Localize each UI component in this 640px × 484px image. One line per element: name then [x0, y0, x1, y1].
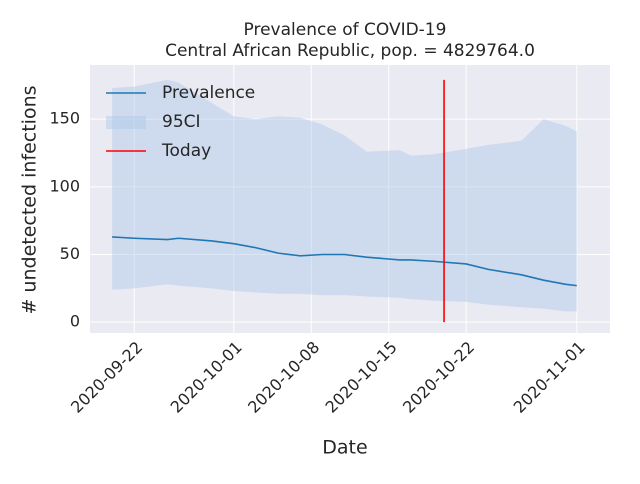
plot-area [90, 65, 610, 333]
y-tick-label: 0 [70, 312, 80, 331]
legend-label: Today [161, 141, 211, 161]
x-tick-label: 2020-11-01 [510, 338, 589, 417]
legend-swatch [106, 116, 146, 129]
x-axis-label: Date [322, 437, 367, 459]
line [112, 236, 577, 287]
legend-label: Prevalence [162, 83, 255, 103]
chart-subtitle: Central African Republic, pop. = 4829764… [165, 41, 535, 61]
y-axis-label: # undetected infections [19, 85, 41, 314]
y-tick-label: 150 [49, 109, 80, 128]
x-tick-label: 2020-10-22 [399, 338, 478, 417]
ci-band [112, 79, 577, 312]
y-tick-label: 100 [49, 176, 80, 195]
x-tick-label: 2020-10-15 [322, 338, 401, 417]
y-tick-label: 50 [60, 244, 80, 263]
x-tick-label: 2020-10-08 [244, 338, 323, 417]
x-tick-label: 2020-09-22 [67, 338, 146, 417]
legend-label: 95CI [162, 112, 201, 132]
x-tick-label: 2020-10-01 [167, 338, 246, 417]
chart-title: Prevalence of COVID-19 [244, 20, 447, 40]
